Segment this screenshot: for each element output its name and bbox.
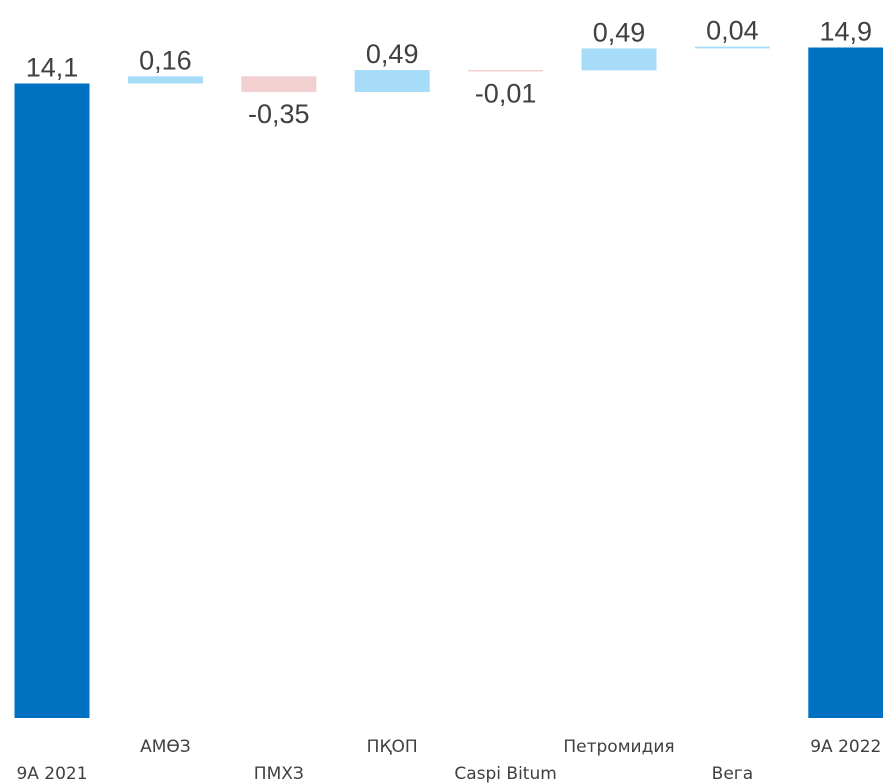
category-label-6: Вега [712,764,753,783]
bar-1 [127,76,203,84]
value-label-0: 14,1 [26,53,79,83]
bar-2 [241,76,317,93]
value-label-7: 14,9 [820,17,873,47]
bar-5 [581,48,657,71]
value-label-6: 0,04 [706,16,759,46]
category-label-2: ПМХЗ [254,764,304,783]
category-label-0: 9A 2021 [16,764,87,783]
bar-0 [14,83,90,718]
value-label-2: -0,35 [248,99,310,129]
bar-4 [468,70,544,72]
value-label-4: -0,01 [475,79,537,109]
bar-6 [694,46,770,49]
value-label-3: 0,49 [366,39,419,69]
value-label-5: 0,49 [593,17,646,47]
bar-7 [808,47,883,718]
category-label-3: ПҚОП [367,737,418,757]
category-label-5: Петромидия [563,737,674,757]
bar-3 [354,70,430,92]
category-label-7: 9A 2022 [810,737,881,757]
category-label-4: Caspi Bitum [454,764,556,783]
category-label-1: АМӨЗ [140,737,191,757]
value-label-1: 0,16 [139,45,192,75]
